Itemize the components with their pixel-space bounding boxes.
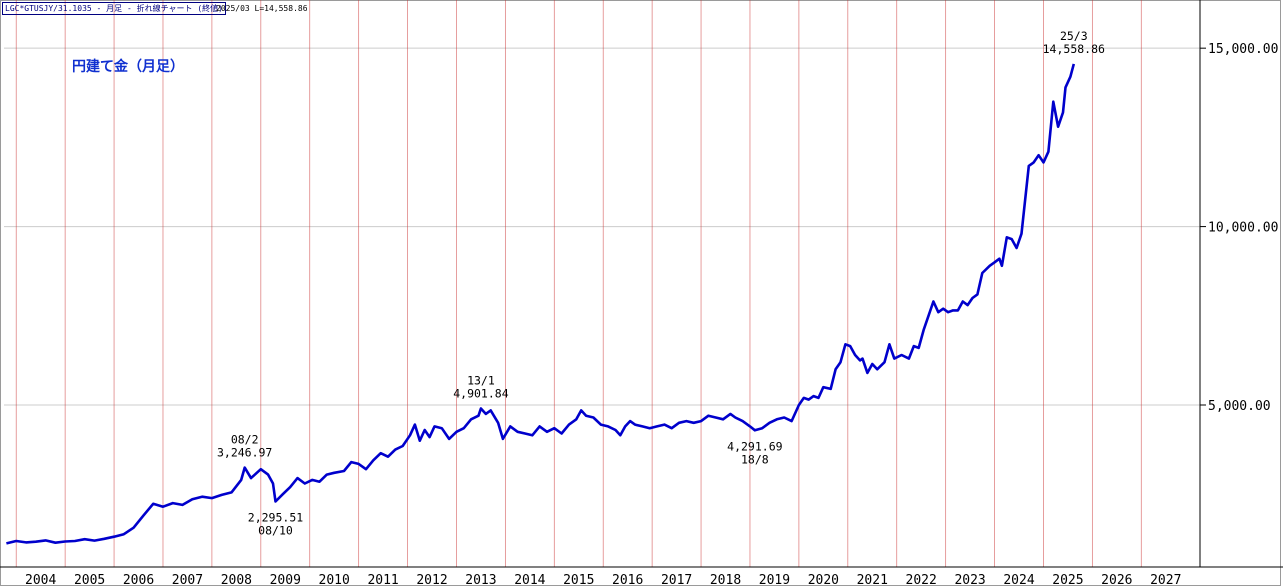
x-tick-label: 2022 (906, 573, 937, 588)
annotation-date: 13/1 (467, 374, 495, 388)
x-tick-label: 2013 (465, 573, 496, 588)
chart-title: 円建て金（月足） (72, 59, 184, 75)
x-tick-label: 2004 (25, 573, 56, 588)
x-tick-label: 2006 (123, 573, 154, 588)
x-tick-label: 2019 (759, 573, 790, 588)
x-tick-label: 2009 (270, 573, 301, 588)
annotation-value: 2,295.51 (248, 511, 303, 525)
x-tick-label: 2005 (74, 573, 105, 588)
last-value-info: 2025/03 L=14,558.86 (216, 4, 308, 13)
annotation-value: 3,246.97 (217, 446, 272, 460)
x-tick-label: 2007 (172, 573, 203, 588)
y-tick-label: 15,000.00 (1208, 42, 1278, 57)
annotation-date: 08/2 (231, 433, 259, 447)
x-tick-label: 2021 (857, 573, 888, 588)
x-tick-label: 2017 (661, 573, 692, 588)
annotation-date: 18/8 (741, 452, 769, 466)
x-tick-label: 2024 (1003, 573, 1034, 588)
x-tick-label: 2023 (954, 573, 985, 588)
x-tick-label: 2025 (1052, 573, 1083, 588)
annotation-value: 4,901.84 (453, 387, 508, 401)
x-tick-label: 2020 (808, 573, 839, 588)
annotation-date: 08/10 (258, 524, 293, 538)
x-tick-label: 2026 (1101, 573, 1132, 588)
x-tick-label: 2010 (319, 573, 350, 588)
x-tick-label: 2015 (563, 573, 594, 588)
annotation-date: 25/3 (1060, 29, 1088, 43)
annotation-value: 4,291.69 (727, 439, 782, 453)
x-tick-label: 2012 (416, 573, 447, 588)
y-tick-label: 5,000.00 (1208, 399, 1271, 414)
price-line (6, 63, 1076, 545)
y-tick-label: 10,000.00 (1208, 221, 1278, 236)
annotation-value: 14,558.86 (1043, 42, 1105, 56)
symbol-label[interactable]: LGC*GTUSJY/31.1035 - 月足 - 折れ線チャート (終値) (2, 2, 226, 15)
x-tick-label: 2016 (612, 573, 643, 588)
x-tick-label: 2018 (710, 573, 741, 588)
x-tick-label: 2008 (221, 573, 252, 588)
x-tick-label: 2027 (1150, 573, 1181, 588)
x-tick-label: 2011 (367, 573, 398, 588)
x-tick-label: 2014 (514, 573, 545, 588)
